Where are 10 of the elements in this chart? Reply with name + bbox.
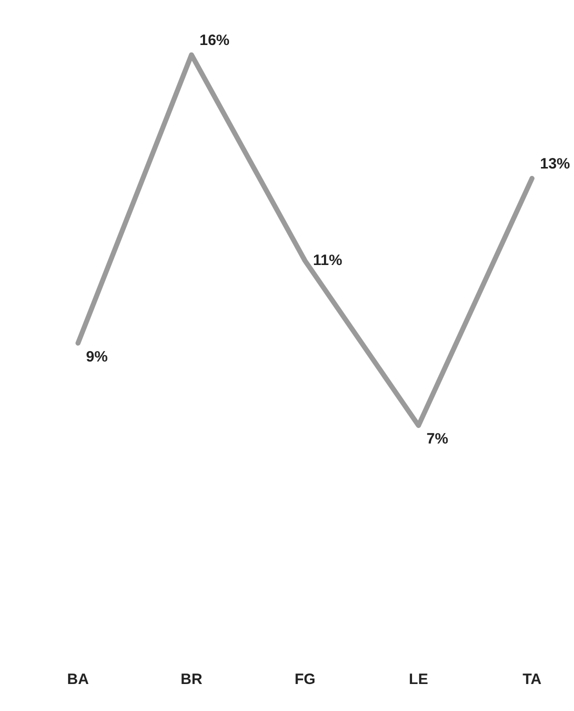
x-tick-label: TA: [522, 671, 542, 688]
x-tick-label: BR: [180, 671, 202, 688]
data-label: 16%: [200, 32, 230, 49]
data-label: 7%: [426, 430, 448, 448]
data-label: 9%: [86, 348, 108, 366]
x-tick-label: BA: [67, 671, 89, 688]
data-label: 11%: [313, 252, 342, 269]
data-label: 13%: [540, 156, 570, 173]
x-tick-label: FG: [294, 671, 316, 688]
x-tick-label: LE: [408, 671, 428, 688]
